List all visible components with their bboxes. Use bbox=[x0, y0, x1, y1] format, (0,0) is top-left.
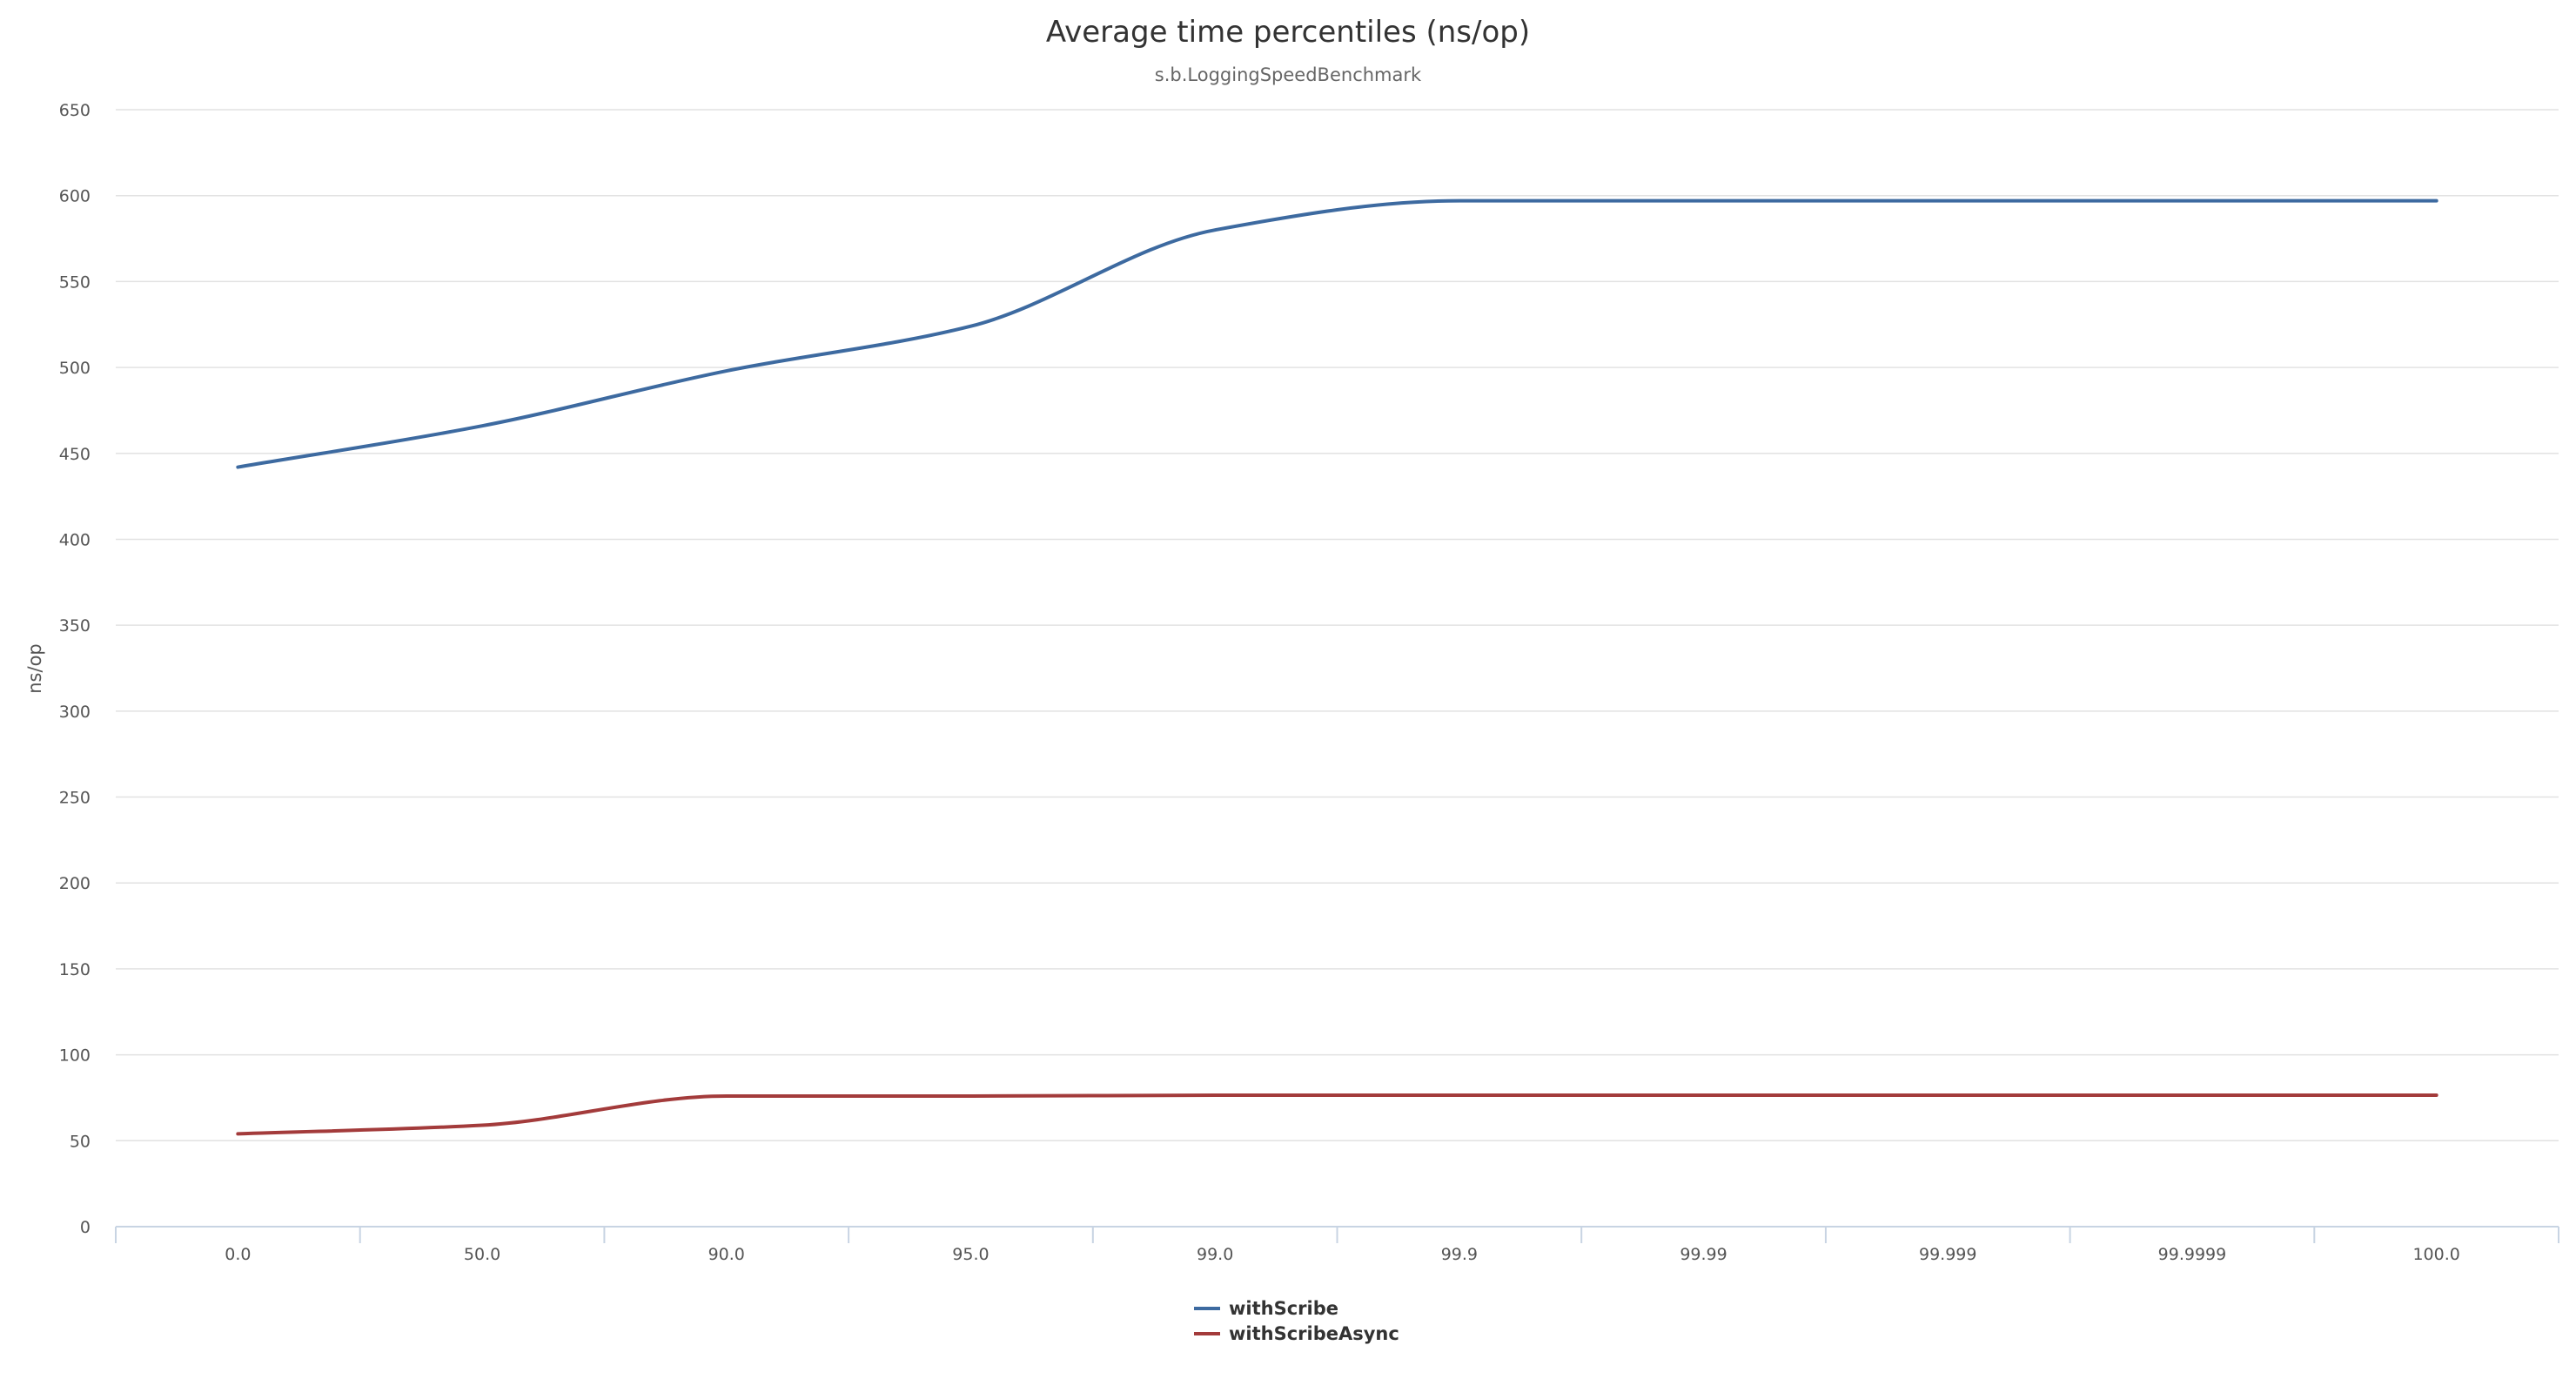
y-tick-label: 650 bbox=[59, 101, 91, 120]
y-axis-label: ns/op bbox=[24, 643, 45, 694]
series-lines bbox=[236, 198, 2438, 1136]
x-tick-label: 95.0 bbox=[952, 1245, 989, 1264]
legend-item-withScribe[interactable]: withScribe bbox=[1194, 1298, 1338, 1319]
y-tick-label: 450 bbox=[59, 445, 91, 464]
x-tick-label: 99.9 bbox=[1441, 1245, 1478, 1264]
legend-item-withScribeAsync[interactable]: withScribeAsync bbox=[1194, 1323, 1399, 1344]
x-tick-label: 50.0 bbox=[464, 1245, 500, 1264]
x-tick-label: 100.0 bbox=[2412, 1245, 2459, 1264]
y-tick-label: 50 bbox=[70, 1132, 91, 1151]
legend-label: withScribe bbox=[1229, 1298, 1338, 1319]
x-tick-label: 99.0 bbox=[1197, 1245, 1233, 1264]
y-tick-label: 600 bbox=[59, 187, 91, 206]
y-tick-label: 150 bbox=[59, 960, 91, 979]
series-line-withScribeAsync bbox=[236, 1093, 2438, 1136]
chart-subtitle: s.b.LoggingSpeedBenchmark bbox=[1155, 64, 1422, 85]
legend-label: withScribeAsync bbox=[1229, 1323, 1399, 1344]
y-axis-ticks: 0 50 100 150 200 250 300 350 400 450 500 550 600 650 bbox=[59, 101, 91, 1237]
x-tick-label: 99.99 bbox=[1680, 1245, 1727, 1264]
x-tick-label: 99.9999 bbox=[2158, 1245, 2227, 1264]
y-tick-label: 550 bbox=[59, 272, 91, 292]
x-tick-label: 0.0 bbox=[225, 1245, 251, 1264]
grid-lines bbox=[116, 109, 2559, 1142]
y-tick-label: 300 bbox=[59, 703, 91, 722]
series-line-withScribe bbox=[236, 198, 2438, 469]
x-tick-label: 90.0 bbox=[708, 1245, 745, 1264]
chart-title: Average time percentiles (ns/op) bbox=[1046, 15, 1530, 50]
legend: withScribe withScribeAsync bbox=[1194, 1298, 1399, 1344]
y-tick-label: 0 bbox=[80, 1218, 91, 1237]
y-tick-label: 100 bbox=[59, 1046, 91, 1066]
y-tick-label: 500 bbox=[59, 359, 91, 378]
x-axis: 0.0 50.0 90.0 95.0 99.0 99.9 99.99 99.999 99.999… bbox=[115, 1226, 2559, 1264]
y-tick-label: 200 bbox=[59, 874, 91, 893]
y-tick-label: 350 bbox=[59, 616, 91, 636]
y-tick-label: 250 bbox=[59, 789, 91, 808]
x-tick-label: 99.999 bbox=[1919, 1245, 1976, 1264]
y-tick-label: 400 bbox=[59, 530, 91, 549]
